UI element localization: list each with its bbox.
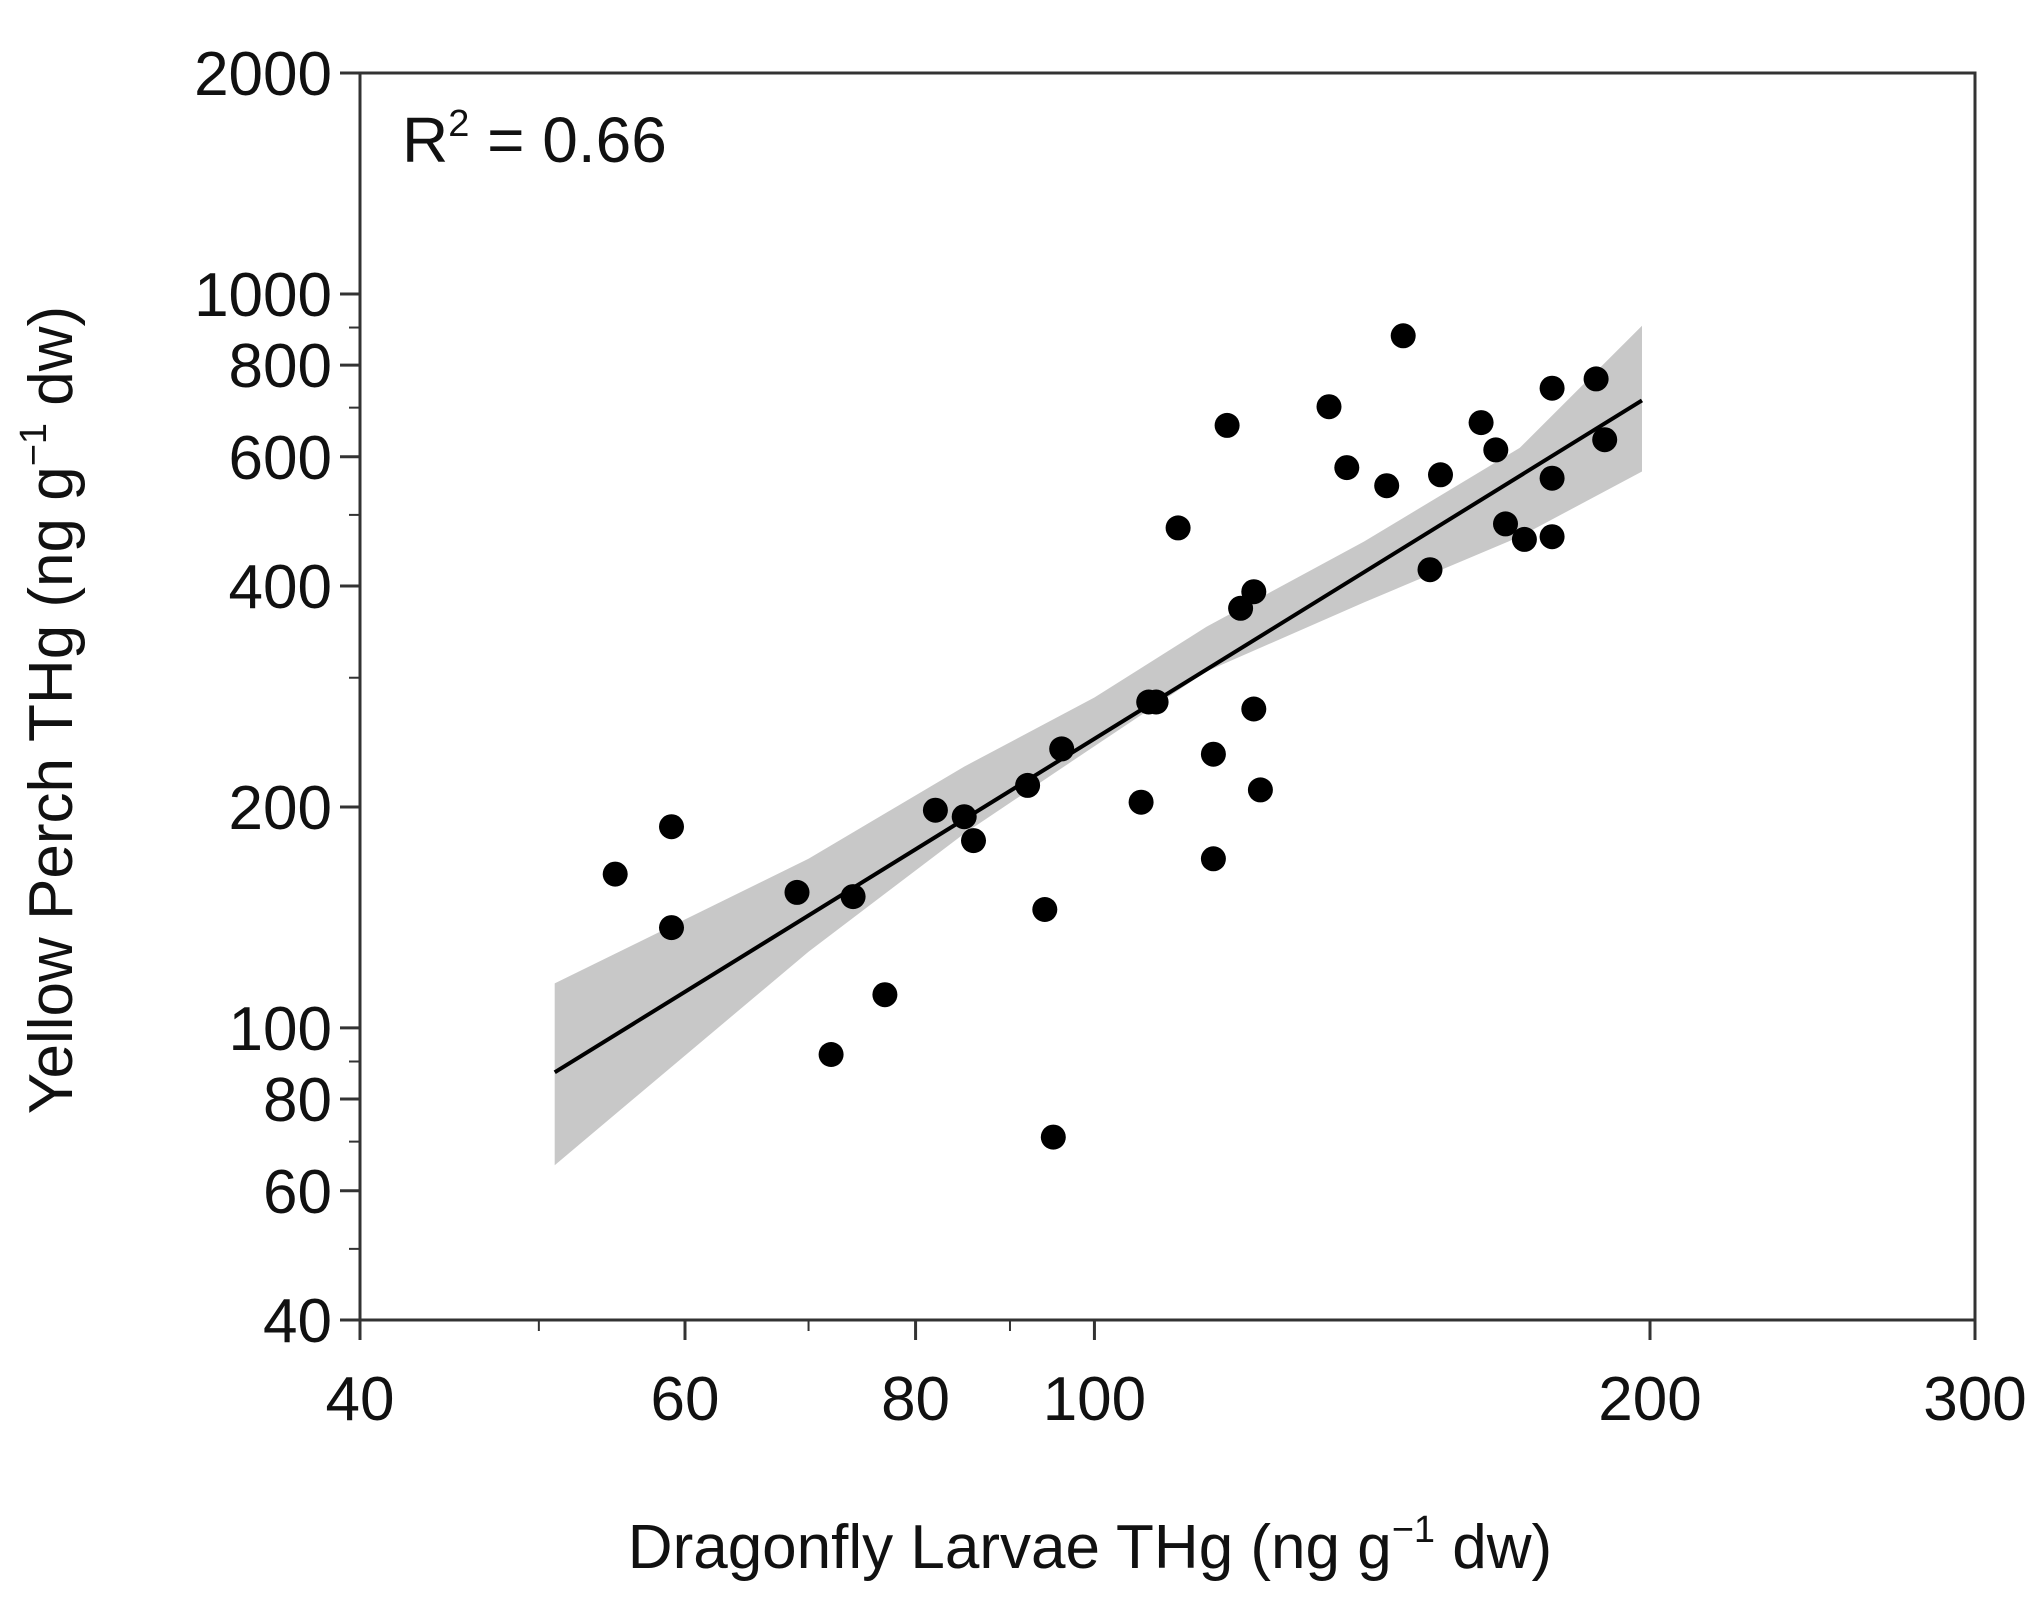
data-point-32 — [1468, 410, 1494, 436]
y-tick-label-100: 100 — [229, 995, 332, 1064]
data-point-40 — [1592, 427, 1618, 453]
data-point-12 — [1049, 736, 1075, 762]
y-tick-label-40: 40 — [263, 1287, 332, 1356]
x-axis-title-tail: dw) — [1435, 1513, 1552, 1582]
y-axis-title-sup: −1 — [13, 423, 55, 466]
data-point-25 — [1241, 696, 1267, 722]
x-axis-title-sup: −1 — [1392, 1509, 1435, 1551]
data-point-30 — [1417, 557, 1443, 583]
data-point-5 — [840, 884, 866, 910]
x-tick-label-80: 80 — [881, 1365, 950, 1434]
regression-line — [553, 398, 1644, 1075]
data-point-7 — [872, 982, 898, 1008]
y-tick-label-60: 60 — [263, 1158, 332, 1227]
data-point-11 — [1015, 772, 1041, 798]
data-point-34 — [1493, 511, 1518, 537]
x-tick-label-100: 100 — [1043, 1365, 1146, 1434]
confidence-band — [554, 325, 1643, 1166]
data-point-18 — [1165, 515, 1191, 541]
data-point-19 — [1200, 741, 1226, 767]
data-point-2 — [659, 814, 684, 840]
data-point-8 — [922, 797, 948, 823]
plot-frame — [358, 71, 1977, 1322]
data-point-17 — [1143, 689, 1169, 715]
data-point-20 — [1200, 846, 1226, 872]
data-point-14 — [1040, 1124, 1066, 1150]
y-axis-title-main: Yellow Perch THg (ng g — [17, 466, 86, 1114]
data-point-26 — [1316, 394, 1342, 420]
y-tick-label-800: 800 — [229, 332, 332, 401]
data-points-layer — [602, 323, 1618, 1150]
data-point-23 — [1241, 579, 1267, 605]
tick-layer: 40 60 80 100 200 3004060801002004006008001000… — [194, 40, 2027, 1434]
confidence-band-layer — [554, 325, 1643, 1166]
y-tick-label-2000: 2000 — [194, 40, 332, 109]
data-point-10 — [961, 828, 986, 854]
r-squared-annotation-sup: 2 — [448, 103, 469, 145]
data-point-24 — [1247, 777, 1273, 803]
data-point-31 — [1428, 462, 1453, 488]
r-squared-annotation-main: R — [402, 104, 448, 176]
y-tick-label-80: 80 — [263, 1066, 332, 1135]
data-point-4 — [784, 879, 810, 905]
data-point-6 — [818, 1042, 844, 1067]
data-point-29 — [1390, 323, 1416, 349]
data-point-33 — [1483, 437, 1509, 463]
x-tick-label-40: 40 — [326, 1365, 395, 1434]
x-tick-label-300: 300 — [1923, 1365, 2026, 1434]
r-squared-annotation: R2 = 0.66 — [402, 103, 667, 176]
data-point-13 — [1032, 897, 1058, 922]
x-axis-title-main: Dragonfly Larvae THg (ng g — [628, 1513, 1392, 1582]
data-point-38 — [1539, 524, 1565, 550]
data-point-15 — [1128, 789, 1154, 815]
data-point-1 — [602, 861, 628, 887]
y-axis-title: Yellow Perch THg (ng g−1 dw) — [13, 306, 86, 1114]
data-point-39 — [1583, 366, 1609, 392]
y-tick-label-200: 200 — [229, 774, 332, 843]
x-tick-label-200: 200 — [1598, 1365, 1701, 1434]
data-point-35 — [1511, 526, 1537, 552]
x-axis-title: Dragonfly Larvae THg (ng g−1 dw) — [628, 1509, 1552, 1582]
y-tick-label-600: 600 — [229, 424, 332, 493]
y-tick-label-1000: 1000 — [194, 261, 332, 330]
y-axis-title-tail: dw) — [17, 306, 86, 423]
data-point-37 — [1539, 465, 1565, 491]
x-tick-label-60: 60 — [651, 1365, 720, 1434]
r-squared-annotation-tail: = 0.66 — [469, 104, 667, 176]
regression-line-layer — [553, 398, 1644, 1075]
data-point-9 — [951, 804, 977, 830]
data-point-28 — [1374, 473, 1400, 499]
data-point-27 — [1334, 455, 1360, 481]
data-point-21 — [1214, 412, 1240, 438]
data-point-36 — [1539, 375, 1565, 401]
y-tick-label-400: 400 — [229, 553, 332, 622]
data-point-3 — [659, 915, 684, 941]
